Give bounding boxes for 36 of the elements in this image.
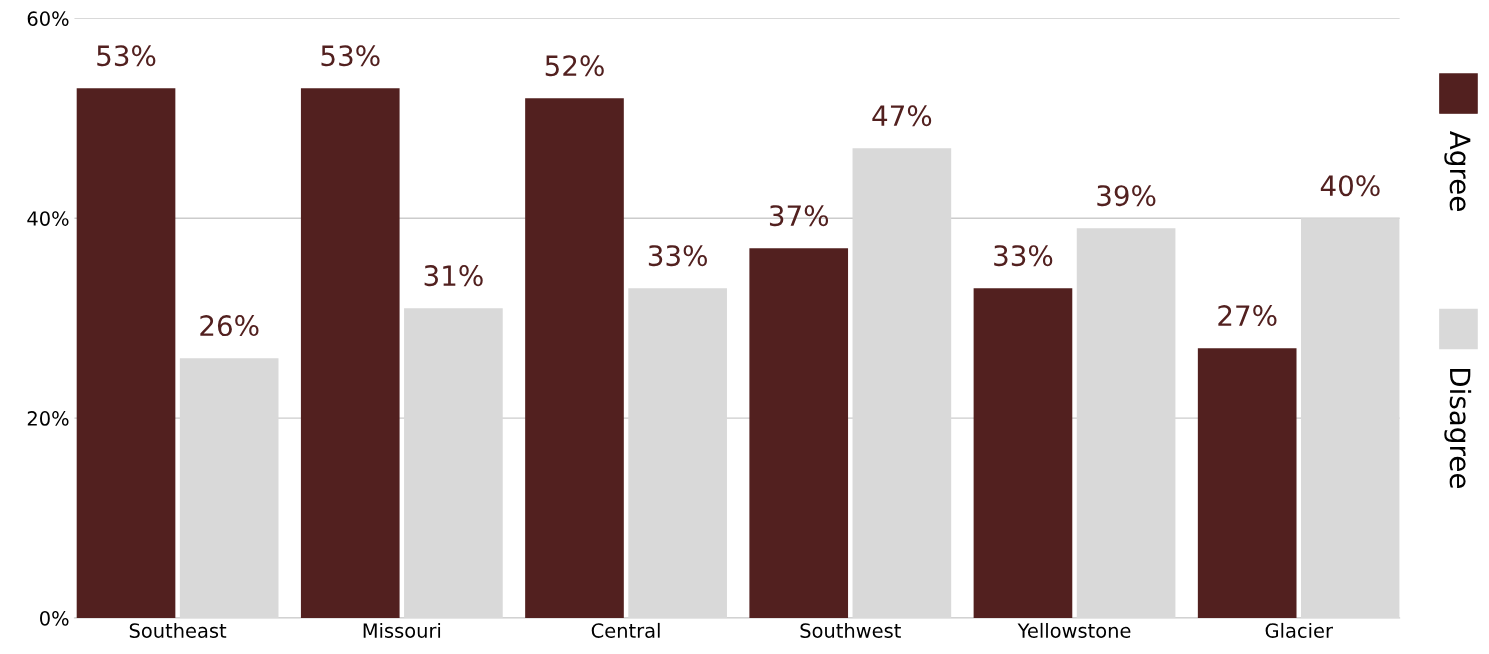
data-label: 26% <box>200 315 259 337</box>
y-tick-label: 60% <box>27 11 69 26</box>
bar <box>76 88 176 619</box>
x-tick-label: Central <box>591 622 660 638</box>
data-label: 33% <box>994 245 1053 267</box>
bar <box>179 358 279 619</box>
x-tick-label: Missouri <box>363 622 441 638</box>
y-tick-label: 40% <box>27 211 69 226</box>
data-label: 40% <box>1320 175 1380 197</box>
bar <box>1301 218 1400 619</box>
data-label: 39% <box>1097 185 1156 207</box>
bar <box>404 308 503 619</box>
bar <box>300 88 400 619</box>
data-label: 37% <box>769 205 829 227</box>
y-tick-label: 20% <box>27 411 69 426</box>
bar <box>628 288 727 619</box>
bar <box>852 148 952 619</box>
x-tick-label: Yellowstone <box>1017 622 1131 638</box>
data-label: 33% <box>648 245 707 267</box>
x-tick-label: Glacier <box>1265 622 1333 638</box>
x-tick-label: Southwest <box>800 622 901 638</box>
y-tick-label: 0% <box>40 610 69 626</box>
legend-label: Disagree <box>1444 368 1472 488</box>
bar <box>525 98 624 619</box>
data-label: 53% <box>321 45 380 67</box>
x-tick-label: Southeast <box>129 622 227 638</box>
legend-label: Agree <box>1444 131 1471 211</box>
data-label: 52% <box>545 55 604 77</box>
bar <box>973 288 1073 619</box>
bar <box>1197 348 1297 619</box>
bar <box>749 248 849 619</box>
data-label: 31% <box>424 265 483 287</box>
bar <box>1076 228 1176 619</box>
data-label: 27% <box>1218 305 1277 327</box>
data-label: 47% <box>872 105 932 127</box>
data-label: 53% <box>97 45 156 67</box>
